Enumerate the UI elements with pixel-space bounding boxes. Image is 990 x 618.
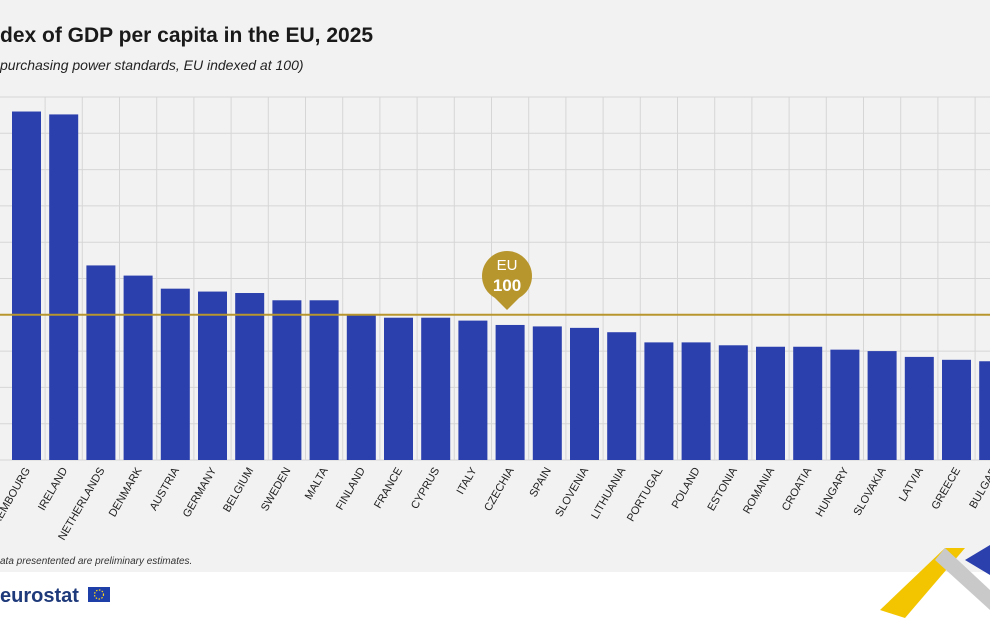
- bar: [793, 346, 823, 460]
- bar: [532, 326, 562, 460]
- bar: [607, 332, 637, 460]
- reference-name: EU: [497, 257, 518, 274]
- bar: [570, 327, 599, 460]
- bar: [979, 361, 990, 460]
- bar: [942, 359, 971, 460]
- eu-stars: [93, 589, 105, 600]
- bar: [86, 265, 116, 460]
- footnote: ata presentented are preliminary estimat…: [0, 556, 192, 567]
- bar: [272, 300, 302, 460]
- bar: [495, 324, 525, 460]
- bar: [384, 317, 413, 460]
- decoration: [935, 548, 990, 610]
- bar: [718, 345, 748, 460]
- bar: [123, 275, 153, 460]
- bar: [756, 346, 785, 460]
- reference-value: 100: [493, 276, 521, 295]
- bar: [644, 342, 674, 460]
- chart-subtitle: purchasing power standards, EU indexed a…: [0, 57, 304, 73]
- bar: [458, 320, 488, 460]
- bar: [160, 288, 190, 460]
- bar: [12, 111, 41, 461]
- reference-badge: [482, 251, 532, 301]
- source-logo: eurostat: [0, 585, 79, 607]
- bar: [309, 300, 339, 460]
- bar: [904, 356, 934, 460]
- bar: [346, 314, 376, 460]
- bar: [49, 114, 79, 460]
- bar: [867, 351, 897, 460]
- bar: [235, 293, 265, 460]
- decoration: [965, 545, 990, 575]
- bar: [198, 291, 227, 460]
- bar: [681, 342, 711, 460]
- eu-flag: [88, 587, 110, 602]
- bar: [421, 317, 451, 460]
- bar: [830, 349, 860, 460]
- chart-title: dex of GDP per capita in the EU, 2025: [0, 24, 373, 47]
